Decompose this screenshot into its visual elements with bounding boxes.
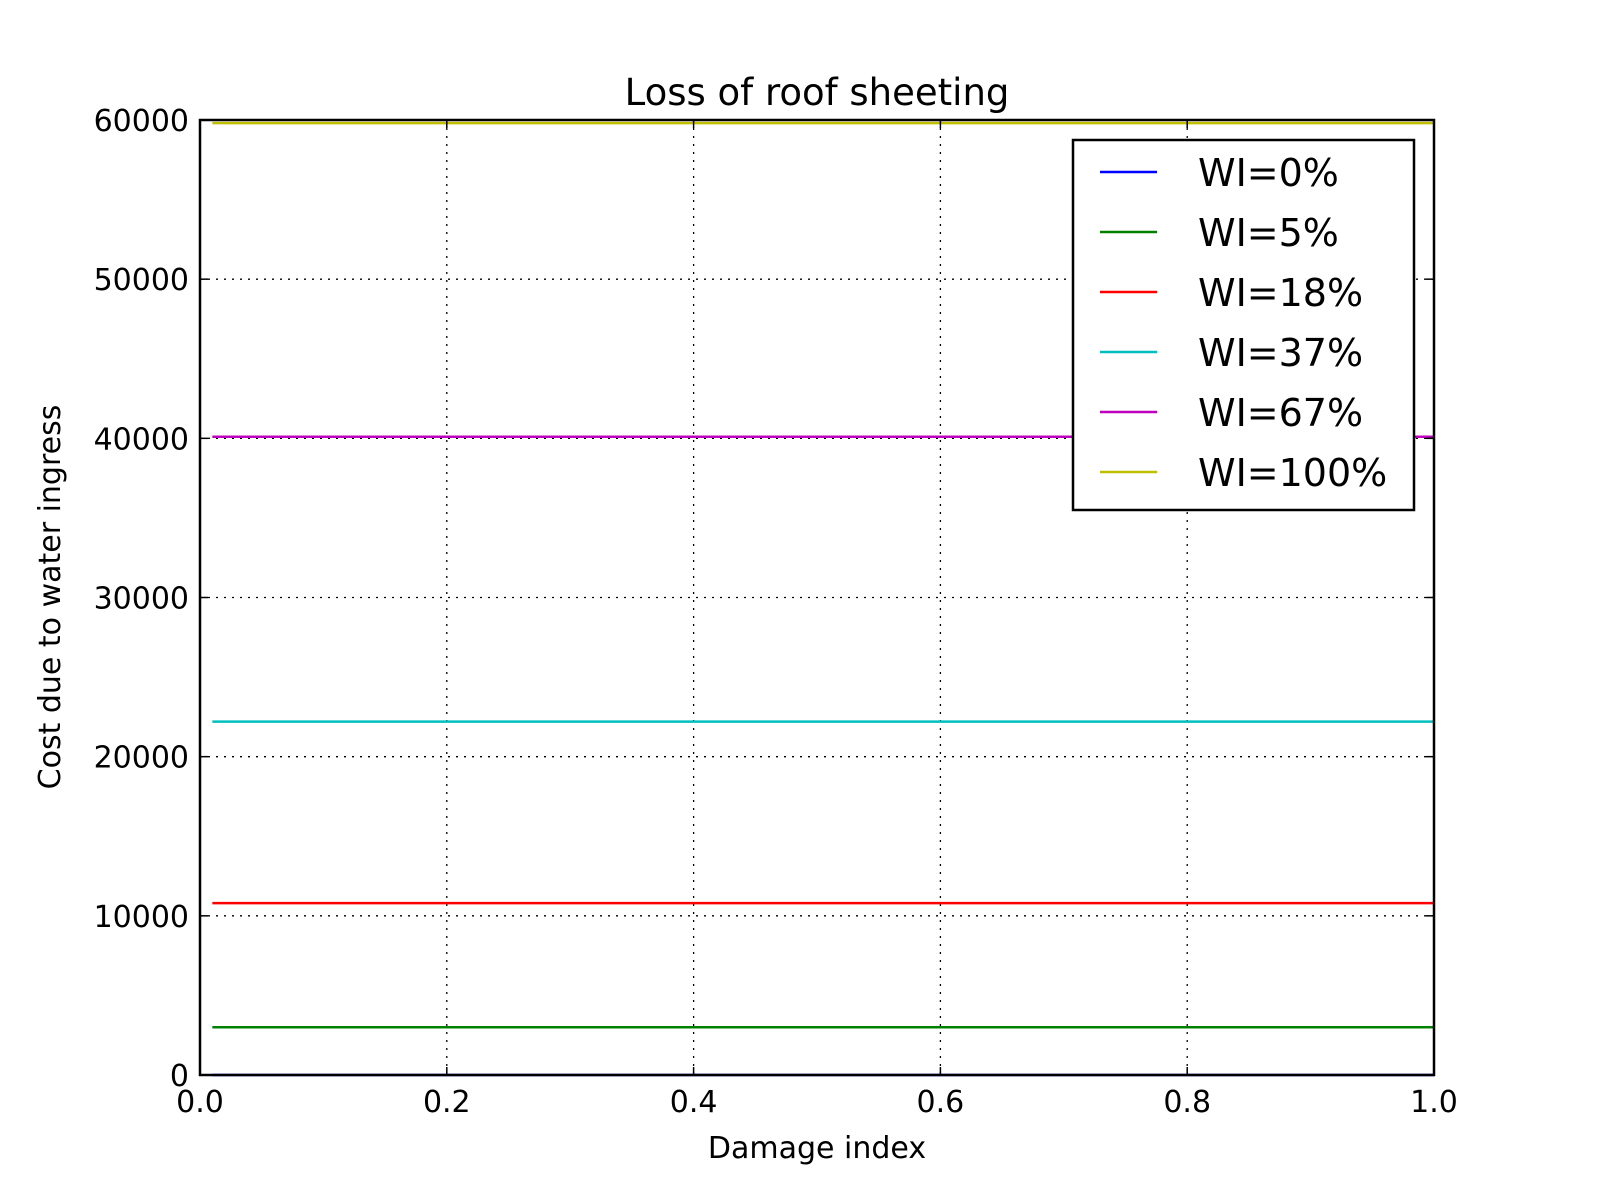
- legend-label: WI=0%: [1198, 151, 1339, 195]
- legend: WI=0% WI=5% WI=18% WI=37% WI=67% WI=100%: [1071, 138, 1416, 512]
- y-tick-label: 0: [170, 1059, 189, 1094]
- x-tick-labels: 0.0 0.2 0.4 0.6 0.8 1.0: [176, 1085, 1458, 1120]
- legend-label: WI=67%: [1198, 391, 1363, 435]
- x-tick-label: 0.6: [917, 1085, 965, 1120]
- y-tick-label: 20000: [94, 741, 189, 776]
- y-tick-label: 60000: [94, 104, 189, 139]
- x-tick-label: 0.4: [670, 1085, 718, 1120]
- y-tick-label: 50000: [94, 263, 189, 298]
- legend-label: WI=18%: [1198, 271, 1363, 315]
- x-tick-label: 0.8: [1163, 1085, 1211, 1120]
- legend-box: [1071, 138, 1416, 512]
- x-axis-label: Damage index: [708, 1131, 926, 1166]
- y-tick-labels: 0 10000 20000 30000 40000 50000 60000: [94, 104, 189, 1094]
- x-tick-label: 0.0: [176, 1085, 224, 1120]
- x-tick-label: 1.0: [1410, 1085, 1458, 1120]
- axis-ticks: [199, 119, 1435, 1076]
- legend-label: WI=37%: [1198, 331, 1363, 375]
- chart-title: Loss of roof sheeting: [625, 71, 1010, 114]
- y-tick-label: 40000: [94, 422, 189, 457]
- legend-label: WI=100%: [1198, 451, 1387, 495]
- y-tick-label: 30000: [94, 582, 189, 617]
- legend-label: WI=5%: [1198, 211, 1339, 255]
- y-axis-label: Cost due to water ingress: [33, 405, 68, 790]
- x-tick-label: 0.2: [423, 1085, 471, 1120]
- y-tick-label: 10000: [94, 900, 189, 935]
